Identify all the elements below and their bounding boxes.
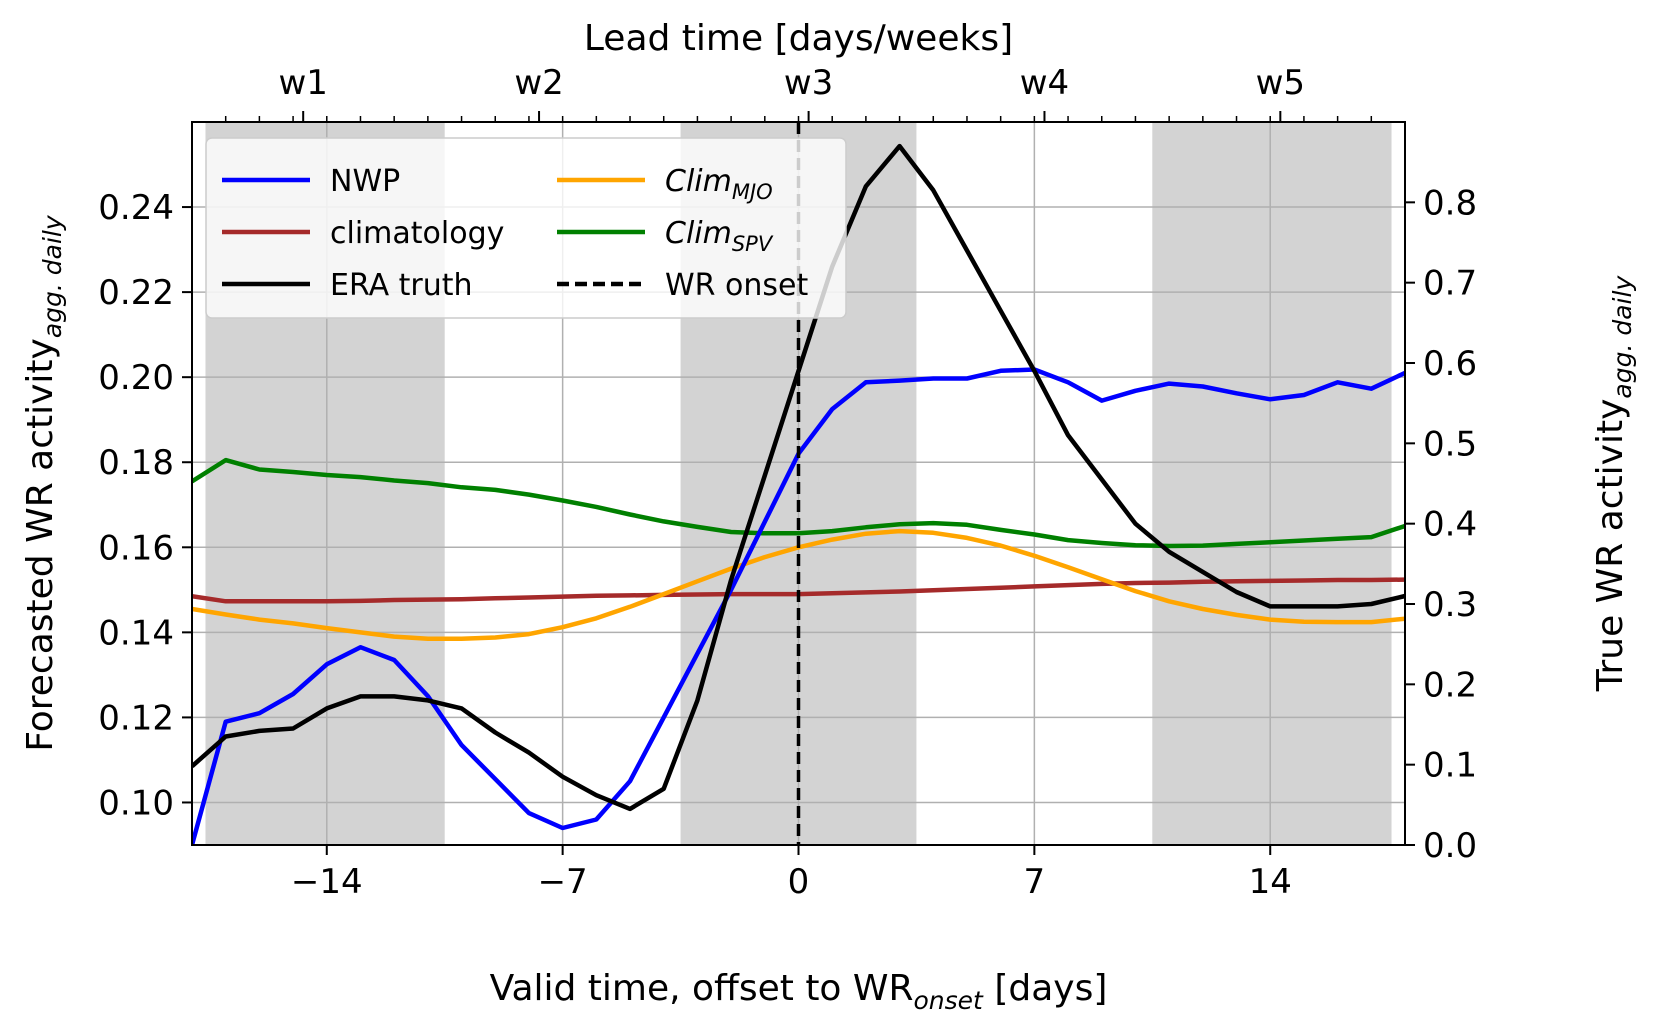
legend-label-subscript: MJO — [732, 180, 773, 204]
top-axis-title: Lead time [days/weeks] — [584, 18, 1013, 59]
legend-label-era-truth: ERA truth — [330, 268, 473, 303]
legend-label-main: Clim — [665, 164, 732, 199]
y-left-tick-label: 0.14 — [98, 613, 174, 653]
y-right-tick-label: 0.6 — [1423, 344, 1477, 384]
y-left-axis-title-subscript: agg. daily — [38, 214, 67, 338]
series-line-clim-spv — [192, 457, 1405, 549]
y-left-tick-label: 0.18 — [98, 443, 174, 483]
x-axis-title-suffix: [days] — [983, 968, 1108, 1009]
y-left-tick-label: 0.22 — [98, 273, 174, 313]
y-right-tick-label: 0.4 — [1423, 505, 1477, 545]
legend-label-clim-mjo: ClimMJO — [665, 164, 773, 204]
y-right-tick-label: 0.7 — [1423, 264, 1477, 304]
y-right-tick-label: 0.3 — [1423, 585, 1477, 625]
y-right-tick-label: 0.0 — [1423, 826, 1477, 866]
axis-ticks — [182, 111, 1415, 855]
x-tick-label: 14 — [1249, 862, 1292, 902]
legend-label-main: Clim — [665, 216, 732, 251]
series-line-era-truth — [192, 143, 1405, 812]
y-right-axis-title: True WR activityagg. daily — [1590, 275, 1637, 693]
x-tick-label: 0 — [788, 862, 810, 902]
legend-label-nwp: NWP — [330, 164, 400, 199]
legend-label-main: WR onset — [665, 268, 808, 303]
x-tick-label: −14 — [291, 862, 363, 902]
legend-label-main: NWP — [330, 164, 400, 199]
y-right-tick-label: 0.5 — [1423, 424, 1477, 464]
x-tick-label: −7 — [538, 862, 588, 902]
legend-label-subscript: SPV — [732, 232, 774, 256]
top-tick-label: w5 — [1256, 63, 1305, 103]
y-left-tick-label: 0.12 — [98, 698, 174, 738]
y-left-tick-label: 0.10 — [98, 783, 174, 823]
y-left-axis-title: Forecasted WR activityagg. daily — [20, 214, 67, 752]
y-right-axis-title-text: True WR activity — [1590, 399, 1631, 693]
legend-label-climatology: climatology — [330, 216, 504, 251]
x-axis-title-subscript: onset — [914, 986, 985, 1015]
legend-label-clim-spv: ClimSPV — [665, 216, 774, 256]
y-left-tick-label: 0.16 — [98, 528, 174, 568]
top-tick-label: w1 — [278, 63, 327, 103]
shaded-band-2 — [1152, 122, 1392, 845]
top-tick-label: w3 — [784, 63, 833, 103]
y-left-axis-title-text: Forecasted WR activity — [20, 338, 61, 752]
axis-titles: Lead time [days/weeks] Valid time, offset… — [20, 18, 1637, 1015]
series-lines — [192, 143, 1405, 845]
legend-box — [205, 137, 847, 319]
legend-label-main: climatology — [330, 216, 504, 251]
x-tick-label: 7 — [1024, 862, 1046, 902]
x-axis-title-prefix: Valid time, offset to WR — [490, 968, 914, 1009]
x-axis-title: Valid time, offset to WRonset [days] — [490, 968, 1108, 1015]
y-left-tick-label: 0.24 — [98, 188, 174, 228]
y-right-tick-label: 0.8 — [1423, 183, 1477, 223]
legend-label-wr-onset: WR onset — [665, 268, 808, 303]
y-right-tick-label: 0.2 — [1423, 665, 1477, 705]
top-tick-label: w4 — [1020, 63, 1069, 103]
y-right-axis-title-subscript: agg. daily — [1608, 275, 1637, 399]
y-left-tick-label: 0.20 — [98, 358, 174, 398]
top-tick-label: w2 — [514, 63, 563, 103]
legend-label-main: ERA truth — [330, 268, 473, 303]
y-right-tick-label: 0.1 — [1423, 746, 1477, 786]
axis-tick-labels: −14 −7 0 7 14 w1 w2 w3 w4 w5 0.10 0.12 0.14 0.16 0.18 0… — [98, 63, 1477, 902]
